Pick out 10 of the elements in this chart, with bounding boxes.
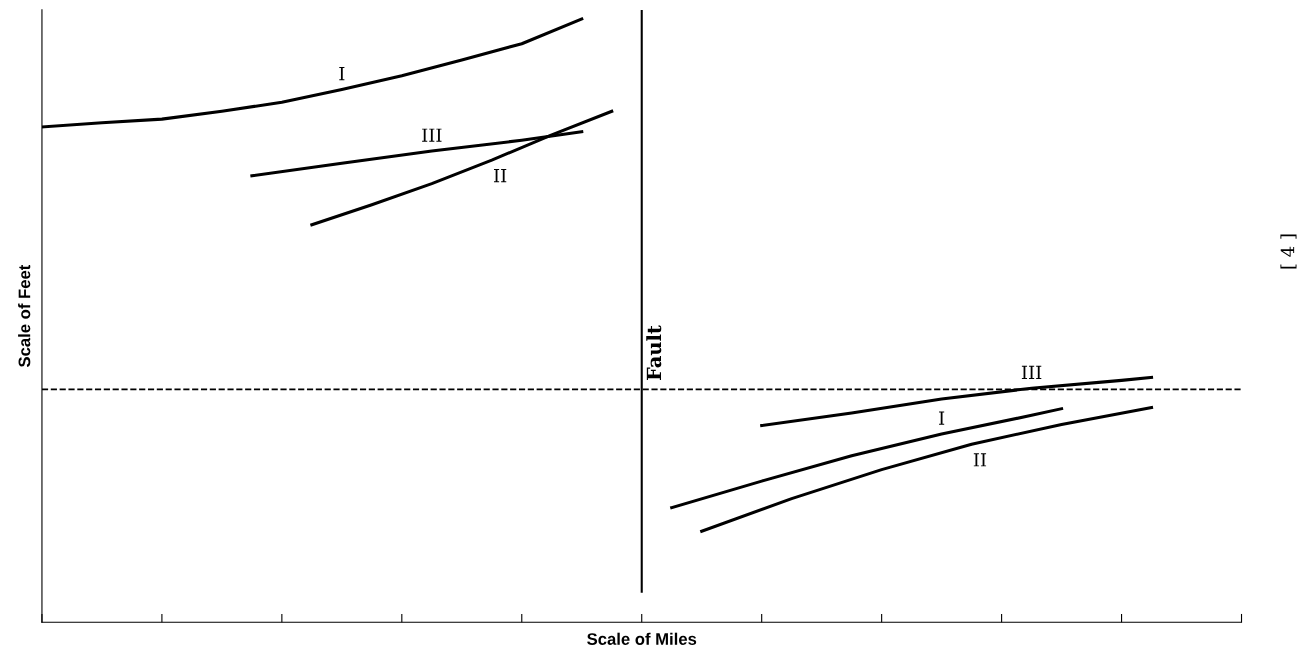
series-label: I [339,67,345,81]
text: [ 4 ] [1280,234,1297,269]
series-label: II [973,453,987,467]
annotation: Fault [646,325,662,381]
series-label: I [939,411,945,425]
y-axis-title: Scale of Feet [18,264,31,368]
series-label: III [422,128,442,142]
x-axis-title: Scale of Miles [587,632,697,645]
series-label: III [1021,365,1042,379]
series-label: II [493,169,507,183]
